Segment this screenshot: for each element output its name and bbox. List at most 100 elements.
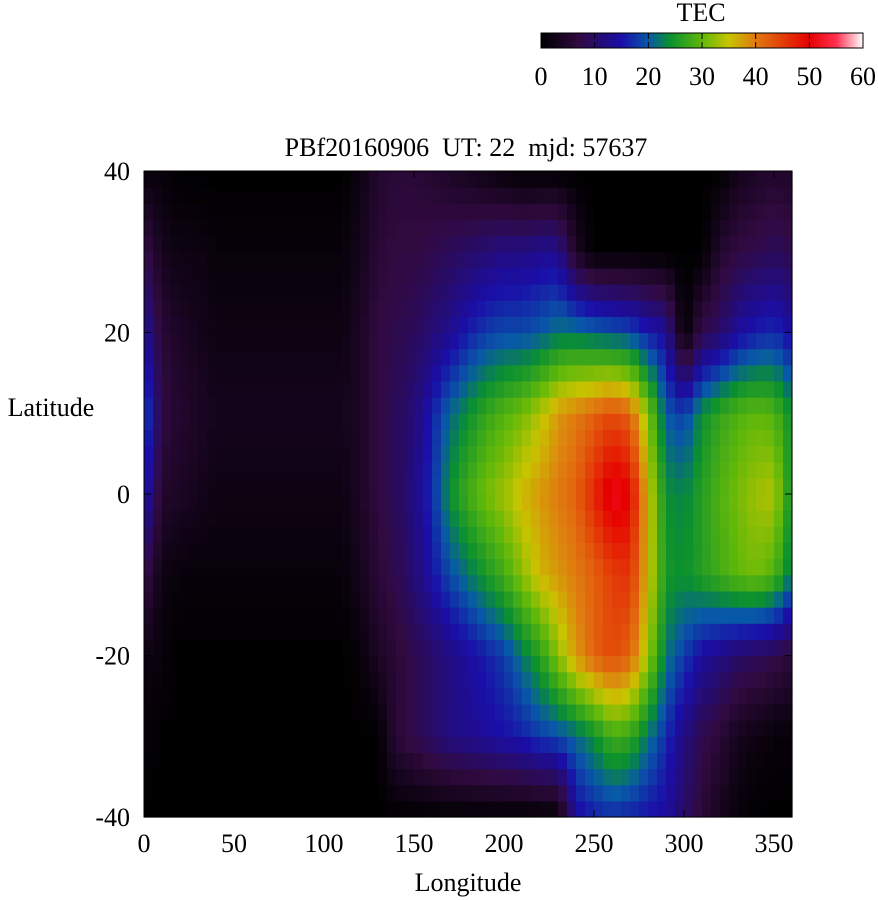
- heatmap-cell: [333, 235, 343, 253]
- heatmap-cell: [234, 510, 244, 527]
- heatmap-cell: [756, 284, 766, 301]
- heatmap-cell: [378, 542, 388, 560]
- heatmap-cell: [207, 445, 217, 463]
- heatmap-cell: [531, 639, 541, 657]
- heatmap-cell: [774, 720, 784, 737]
- heatmap-cell: [783, 203, 793, 221]
- heatmap-cell: [702, 477, 712, 495]
- heatmap-cell: [549, 720, 559, 737]
- heatmap-cell: [198, 332, 208, 350]
- heatmap-cell: [351, 639, 361, 657]
- heatmap-cell: [495, 703, 505, 721]
- heatmap-cell: [729, 413, 739, 430]
- heatmap-cell: [702, 429, 712, 447]
- heatmap-cell: [432, 687, 442, 705]
- heatmap-cell: [576, 574, 586, 592]
- heatmap-cell: [207, 590, 217, 608]
- heatmap-cell: [783, 348, 793, 366]
- heatmap-cell: [423, 623, 433, 640]
- heatmap-cell: [576, 397, 586, 414]
- heatmap-cell: [378, 752, 388, 770]
- heatmap-cell: [531, 413, 541, 430]
- heatmap-cell: [702, 284, 712, 301]
- heatmap-cell: [522, 768, 532, 786]
- heatmap-cell: [207, 800, 217, 818]
- heatmap-cell: [702, 736, 712, 753]
- heatmap-cell: [333, 284, 343, 301]
- heatmap-cell: [540, 720, 550, 737]
- heatmap-cell: [225, 332, 235, 350]
- heatmap-cell: [720, 397, 730, 414]
- heatmap-cell: [189, 332, 199, 350]
- heatmap-cell: [180, 574, 190, 592]
- heatmap-cell: [243, 526, 253, 544]
- heatmap-cell: [342, 558, 352, 576]
- heatmap-cell: [567, 429, 577, 447]
- heatmap-cell: [432, 736, 442, 753]
- heatmap-cell: [549, 558, 559, 576]
- heatmap-cell: [378, 590, 388, 608]
- heatmap-cell: [396, 752, 406, 770]
- heatmap-cell: [333, 171, 343, 188]
- heatmap-cell: [621, 494, 631, 511]
- heatmap-cell: [252, 655, 262, 673]
- heatmap-cell: [171, 477, 181, 495]
- heatmap-cell: [297, 752, 307, 770]
- heatmap-cell: [477, 300, 487, 317]
- heatmap-cell: [360, 558, 370, 576]
- heatmap-cell: [729, 590, 739, 608]
- heatmap-cell: [324, 768, 334, 786]
- heatmap-cell: [522, 219, 532, 237]
- heatmap-cell: [333, 784, 343, 802]
- heatmap-cell: [162, 574, 172, 592]
- heatmap-cell: [657, 251, 667, 269]
- heatmap-cell: [576, 429, 586, 447]
- heatmap-cell: [540, 219, 550, 237]
- heatmap-cell: [756, 267, 766, 285]
- heatmap-cell: [180, 768, 190, 786]
- heatmap-cell: [648, 235, 658, 253]
- heatmap-cell: [477, 284, 487, 301]
- heatmap-cell: [423, 510, 433, 527]
- heatmap-cell: [693, 720, 703, 737]
- heatmap-cell: [207, 607, 217, 624]
- heatmap-cell: [702, 607, 712, 624]
- heatmap-cell: [513, 413, 523, 430]
- heatmap-cell: [225, 655, 235, 673]
- heatmap-cell: [144, 542, 154, 560]
- heatmap-cell: [333, 267, 343, 285]
- heatmap-cell: [585, 639, 595, 657]
- heatmap-cell: [684, 397, 694, 414]
- heatmap-cell: [261, 623, 271, 640]
- heatmap-cell: [621, 364, 631, 382]
- heatmap-cell: [729, 526, 739, 544]
- heatmap-cell: [207, 671, 217, 689]
- heatmap-cell: [468, 768, 478, 786]
- heatmap-cell: [576, 703, 586, 721]
- heatmap-cell: [297, 736, 307, 753]
- heatmap-cell: [738, 219, 748, 237]
- heatmap-cell: [459, 235, 469, 253]
- heatmap-cell: [756, 671, 766, 689]
- heatmap-cell: [423, 800, 433, 818]
- heatmap-cell: [270, 752, 280, 770]
- heatmap-cell: [279, 526, 289, 544]
- heatmap-cell: [522, 800, 532, 818]
- heatmap-cell: [747, 703, 757, 721]
- heatmap-cell: [423, 477, 433, 495]
- heatmap-cell: [666, 171, 676, 188]
- heatmap-cell: [252, 558, 262, 576]
- heatmap-cell: [378, 348, 388, 366]
- heatmap-cell: [324, 526, 334, 544]
- heatmap-cell: [684, 720, 694, 737]
- heatmap-cell: [243, 784, 253, 802]
- heatmap-cell: [729, 671, 739, 689]
- heatmap-cell: [720, 364, 730, 382]
- heatmap-cell: [360, 510, 370, 527]
- heatmap-cell: [297, 720, 307, 737]
- heatmap-cell: [513, 219, 523, 237]
- heatmap-cell: [198, 590, 208, 608]
- heatmap-cell: [432, 768, 442, 786]
- heatmap-cell: [441, 364, 451, 382]
- heatmap-cell: [783, 671, 793, 689]
